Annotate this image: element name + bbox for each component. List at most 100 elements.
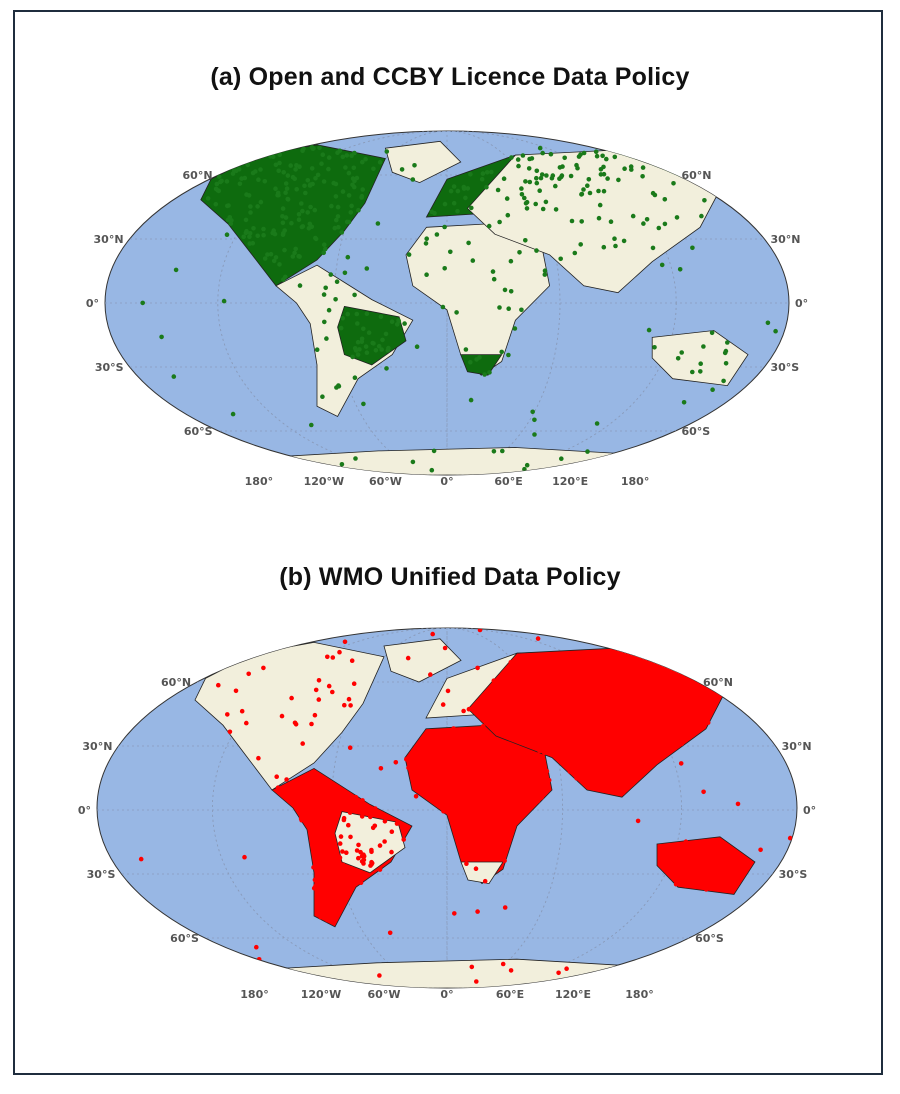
station-dot (479, 763, 485, 768)
station-dot (447, 735, 452, 740)
station-dot (360, 187, 366, 192)
station-dot (423, 241, 429, 246)
station-dot (501, 176, 507, 181)
station-dot (787, 835, 793, 841)
station-dot (333, 905, 338, 911)
station-dot (282, 247, 287, 253)
lat-label-left: 0° (78, 804, 91, 817)
station-dot (216, 174, 222, 179)
station-dot (316, 881, 322, 886)
station-dot (275, 785, 281, 790)
station-dot (677, 862, 682, 867)
station-dot (283, 274, 288, 280)
station-dot (389, 849, 394, 855)
station-dot (410, 177, 416, 182)
station-dot (490, 269, 496, 274)
station-dot (639, 673, 644, 679)
lon-label: 120°W (304, 475, 345, 488)
station-dot (667, 717, 673, 723)
station-dot (651, 723, 656, 728)
lon-label: 180° (240, 988, 268, 1001)
station-dot (693, 688, 698, 693)
station-dot (224, 232, 230, 237)
station-dot (333, 194, 339, 199)
station-dot (652, 345, 657, 350)
station-dot (377, 973, 382, 978)
station-dot (350, 804, 356, 809)
station-dot (512, 816, 517, 822)
station-dot (635, 818, 641, 824)
station-dot (597, 741, 603, 746)
station-dot (690, 245, 695, 251)
station-dot (608, 219, 614, 224)
world-map-panel-a: 60°N 60°N 30°N 30°N 0° 0° 30°S 30°S 60°S 60°S 180°… (86, 130, 808, 488)
station-dot (434, 797, 440, 803)
station-dot (534, 248, 539, 253)
station-dot (613, 778, 618, 784)
lon-label: 180° (621, 475, 649, 488)
station-dot (385, 348, 391, 353)
station-dot (442, 645, 448, 651)
station-dot (508, 968, 514, 973)
station-dot (502, 858, 507, 864)
station-dot (440, 702, 446, 707)
station-dot (523, 731, 529, 737)
station-dot (340, 849, 345, 854)
longitude-gridline (217, 131, 677, 475)
station-dot (596, 215, 602, 221)
station-dot (482, 701, 487, 707)
station-dot (452, 911, 457, 916)
station-dot (335, 204, 341, 210)
station-dot (308, 790, 313, 796)
station-dot (725, 340, 730, 345)
station-dot (247, 231, 253, 236)
station-dot (364, 350, 370, 355)
station-dot (454, 310, 459, 315)
station-dot (258, 199, 264, 205)
station-dot (305, 773, 311, 779)
land-australia (651, 330, 749, 387)
station-dot (641, 728, 646, 734)
station-dot (536, 703, 541, 708)
station-dot (542, 272, 548, 277)
station-dot (277, 160, 282, 166)
station-dot (491, 276, 497, 282)
station-dot (564, 966, 569, 971)
station-dot (330, 810, 335, 815)
station-dot (568, 173, 574, 179)
station-dot (406, 765, 411, 771)
station-dot (309, 785, 315, 791)
station-dot (316, 678, 322, 683)
station-dot (350, 354, 355, 360)
station-dot (509, 813, 514, 819)
station-dot (484, 834, 490, 839)
station-dot (723, 867, 729, 873)
lon-label: 60°W (368, 988, 401, 1001)
station-dot (294, 778, 300, 784)
station-dot (342, 270, 348, 276)
station-dot (488, 766, 493, 771)
station-dot (352, 375, 358, 381)
station-dot (449, 766, 454, 771)
station-dot (655, 696, 660, 701)
station-dot (324, 336, 329, 341)
station-dot (590, 747, 596, 753)
station-dot (337, 148, 343, 154)
station-dot (346, 170, 352, 176)
station-dot (308, 781, 314, 787)
station-dot (380, 337, 385, 343)
station-dot (579, 749, 585, 755)
station-dot (480, 171, 486, 176)
station-dot (638, 747, 643, 753)
station-dot (542, 268, 548, 273)
station-dot (470, 258, 476, 263)
station-dot (638, 743, 643, 749)
station-dot (688, 843, 693, 849)
station-dot (448, 739, 454, 745)
station-dot (572, 250, 578, 256)
station-dot (337, 649, 342, 655)
station-dot (683, 839, 689, 844)
station-dot (555, 756, 561, 761)
station-dot (561, 660, 567, 665)
station-dot (241, 234, 246, 240)
